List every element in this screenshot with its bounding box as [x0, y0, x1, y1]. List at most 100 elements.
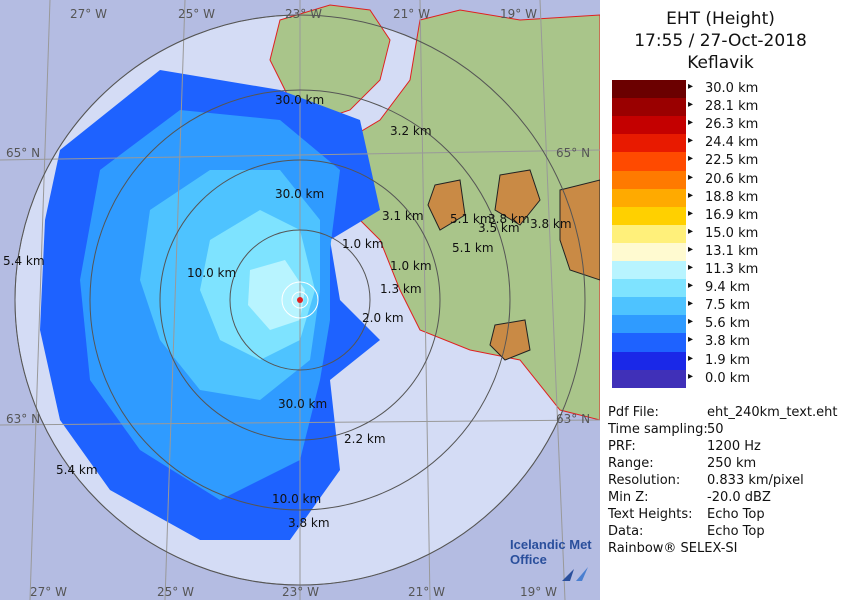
legend-swatch — [612, 134, 686, 153]
glacier-4 — [559, 179, 600, 281]
info-key: Range: — [608, 456, 654, 471]
lon-label-bottom-4: 19° W — [520, 585, 557, 599]
legend-tick-icon: ▸ — [688, 298, 694, 310]
legend-tick-icon: ▸ — [688, 207, 694, 219]
legend-label: 0.0 km — [705, 370, 750, 386]
height-label: 10.0 km — [272, 492, 321, 506]
info-key: Min Z: — [608, 490, 649, 505]
legend-swatch — [612, 261, 686, 280]
legend-label: 18.8 km — [705, 189, 759, 205]
panel-timestamp: 17:55 / 27-Oct-2018 — [634, 31, 807, 51]
legend-swatch — [612, 369, 686, 389]
lat-label-left-0: 65° N — [6, 146, 40, 160]
height-label: 2.2 km — [344, 432, 386, 446]
glacier-3 — [489, 319, 531, 361]
legend-label: 7.5 km — [705, 298, 750, 314]
info-key: PRF: — [608, 439, 636, 454]
legend-tick-icon: ▸ — [688, 243, 694, 255]
legend-tick-icon: ▸ — [688, 99, 694, 111]
height-label: 1.0 km — [390, 259, 432, 273]
logo-line-2: Office — [510, 552, 547, 567]
height-label: 30.0 km — [275, 187, 324, 201]
info-key: Resolution: — [608, 473, 681, 488]
lon-label-top-1: 25° W — [178, 7, 215, 21]
legend-label: 1.9 km — [705, 352, 750, 368]
range-rings — [14, 14, 586, 586]
legend-label: 26.3 km — [705, 117, 759, 133]
legend-label: 15.0 km — [705, 225, 759, 241]
lat-label-right-0: 65° N — [556, 146, 590, 160]
info-value: eht_240km_text.eht — [707, 405, 838, 420]
legend-tick-icon: ▸ — [688, 117, 694, 129]
height-label: 2.0 km — [362, 311, 404, 325]
logo-line-1: Icelandic Met — [510, 537, 592, 552]
legend-tick-icon: ▸ — [688, 153, 694, 165]
legend-label: 30.0 km — [705, 81, 759, 96]
legend-swatch — [612, 242, 686, 262]
lon-label-bottom-0: 27° W — [30, 585, 67, 599]
software-credit: Rainbow® SELEX-SI — [608, 541, 738, 556]
height-label: 5.4 km — [3, 254, 45, 268]
lon-label-bottom-3: 21° W — [408, 585, 445, 599]
legend-label: 24.4 km — [705, 135, 759, 151]
legend-swatch — [612, 351, 686, 371]
info-value: 50 — [707, 422, 724, 437]
info-key: Text Heights: — [608, 507, 693, 522]
legend-label: 22.5 km — [705, 153, 759, 169]
legend-tick-icon: ▸ — [688, 81, 694, 92]
info-key: Data: — [608, 524, 644, 539]
legend-swatch — [612, 315, 686, 334]
legend-tick-icon: ▸ — [688, 171, 694, 183]
height-label: 1.3 km — [380, 282, 422, 296]
legend-swatch — [612, 279, 686, 298]
legend-swatch — [612, 224, 686, 244]
radar-map: 27° W 25° W 23° W 21° W 19° W 27° W 25° … — [0, 0, 600, 600]
legend-tick-icon: ▸ — [688, 352, 694, 364]
legend-tick-icon: ▸ — [688, 280, 694, 292]
info-key: Time sampling: — [608, 422, 708, 437]
info-value: Echo Top — [707, 507, 765, 522]
legend-swatch — [612, 297, 686, 316]
legend-label: 11.3 km — [705, 262, 759, 277]
lon-label-bottom-1: 25° W — [157, 585, 194, 599]
info-value: 1200 Hz — [707, 439, 761, 454]
height-label: 5.4 km — [56, 463, 98, 477]
height-label: 3.8 km — [488, 212, 530, 226]
legend-tick-icon: ▸ — [688, 316, 694, 328]
glacier-1 — [494, 169, 541, 226]
height-label: 3.2 km — [390, 124, 432, 138]
height-label: 3.8 km — [288, 516, 330, 530]
height-label: 5.1 km — [450, 212, 492, 226]
lon-label-top-4: 19° W — [500, 7, 537, 21]
legend-tick-icon: ▸ — [688, 262, 694, 273]
legend-label: 20.6 km — [705, 171, 759, 187]
lon-label-top-2: 23° W — [285, 7, 322, 21]
logo-arrows-icon — [562, 567, 588, 581]
lat-label-right-1: 63° N — [556, 412, 590, 426]
legend-label: 16.9 km — [705, 207, 759, 223]
height-label: 30.0 km — [278, 397, 327, 411]
legend-tick-icon: ▸ — [688, 334, 694, 346]
height-label: 3.8 km — [530, 217, 572, 231]
legend-swatch — [612, 188, 686, 208]
height-label: 30.0 km — [275, 93, 324, 107]
height-label: 10.0 km — [187, 266, 236, 280]
legend-label: 28.1 km — [705, 99, 759, 115]
radar-site-marker — [297, 297, 303, 303]
info-value: Echo Top — [707, 524, 765, 539]
legend-swatch — [612, 333, 686, 352]
info-value: 250 km — [707, 456, 757, 471]
legend-swatch — [612, 80, 686, 99]
height-label: 3.5 km — [478, 221, 520, 235]
legend-swatch — [612, 206, 686, 226]
lon-label-bottom-2: 23° W — [282, 585, 319, 599]
legend-tick-icon: ▸ — [688, 370, 694, 382]
legend-label: 3.8 km — [705, 334, 750, 350]
legend-tick-icon: ▸ — [688, 189, 694, 201]
height-label: 1.0 km — [342, 237, 384, 251]
panel-station: Keflavik — [687, 53, 754, 73]
legend-label: 5.6 km — [705, 316, 750, 332]
lat-label-left-1: 63° N — [6, 412, 40, 426]
height-label: 3.1 km — [382, 209, 424, 223]
legend-label: 13.1 km — [705, 243, 759, 259]
